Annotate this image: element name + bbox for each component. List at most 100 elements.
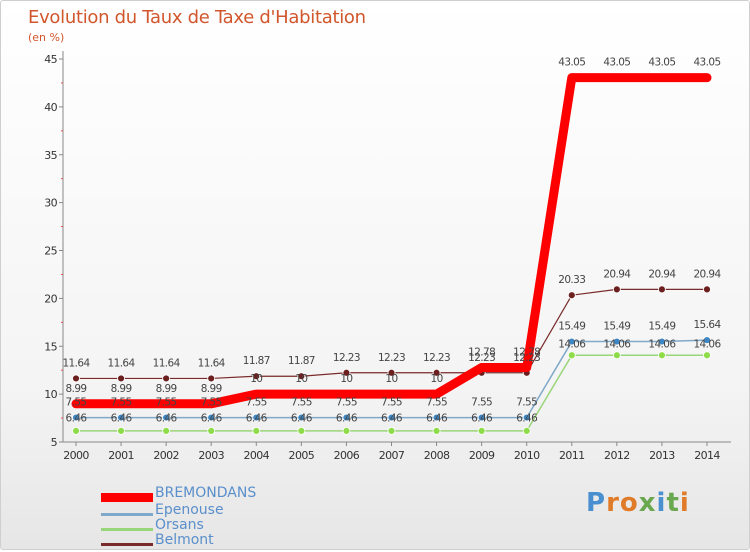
- data-label-bremondans: 12.78: [513, 347, 540, 359]
- data-point-belmont: [703, 285, 711, 294]
- data-label-bremondans: 8.99: [201, 383, 222, 395]
- data-label-belmont: 11.87: [288, 355, 315, 367]
- data-label-orsans: 14.06: [603, 338, 631, 350]
- x-tick-label: 2000: [63, 449, 89, 462]
- x-tick-label: 2009: [469, 449, 495, 462]
- data-label-extra: 6.46: [381, 413, 403, 425]
- data-label-extra: 6.46: [516, 413, 538, 425]
- data-point-epenouse: [522, 413, 531, 422]
- x-tick-label: 2010: [514, 449, 540, 462]
- data-point-epenouse: [432, 413, 441, 422]
- data-label-epenouse: 7.55: [246, 397, 267, 409]
- data-point-belmont: [612, 285, 621, 294]
- data-point-belmont: [387, 368, 396, 377]
- data-label-epenouse: 15.64: [693, 319, 721, 331]
- data-point-orsans: [567, 351, 576, 360]
- legend-label: Orsans: [155, 517, 204, 533]
- data-label-belmont: 20.33: [558, 274, 585, 286]
- data-point-orsans: [432, 426, 441, 435]
- data-label-extra: 6.46: [471, 413, 493, 425]
- data-label-epenouse: 7.55: [336, 397, 357, 409]
- data-point-epenouse: [252, 413, 261, 422]
- legend-swatch: [101, 513, 153, 516]
- x-tick-label: 2013: [649, 449, 675, 462]
- data-label-bremondans: 10: [430, 373, 442, 385]
- y-tick-label: 15: [44, 340, 57, 353]
- x-tick-label: 2003: [198, 449, 224, 462]
- data-point-epenouse: [342, 413, 351, 422]
- data-label-extra: 6.46: [426, 413, 448, 425]
- data-label-bremondans: 43.05: [648, 57, 675, 69]
- data-point-epenouse: [207, 413, 216, 422]
- data-point-epenouse: [117, 413, 125, 422]
- data-point-epenouse: [297, 413, 306, 422]
- data-label-belmont: 11.64: [62, 357, 90, 369]
- data-label-epenouse: 7.55: [201, 397, 222, 409]
- data-label-bremondans: 43.05: [558, 57, 585, 69]
- data-point-belmont: [162, 374, 171, 383]
- legend-label: Epenouse: [155, 502, 224, 518]
- data-label-extra: 6.46: [156, 413, 178, 425]
- data-point-orsans: [387, 426, 396, 435]
- y-tick-label: 45: [44, 53, 57, 66]
- logo-letter: P: [586, 488, 607, 518]
- chart-title: Evolution du Taux de Taxe d'Habitation: [28, 7, 366, 28]
- data-label-belmont: 12.23: [468, 352, 495, 364]
- data-point-epenouse: [477, 413, 486, 422]
- logo-letter: r: [606, 488, 620, 518]
- data-point-epenouse: [703, 336, 711, 345]
- x-tick-label: 2011: [559, 449, 585, 462]
- x-tick-label: 2008: [424, 449, 450, 462]
- data-label-belmont: 12.23: [513, 352, 540, 364]
- data-point-belmont: [342, 368, 351, 377]
- legend-swatch: [101, 528, 153, 531]
- data-point-orsans: [658, 351, 666, 360]
- data-point-belmont: [117, 374, 125, 383]
- data-point-belmont: [658, 285, 666, 294]
- data-label-bremondans: 10: [340, 373, 352, 385]
- proxiti-logo: Proxiti: [586, 488, 690, 518]
- y-tick-label: 25: [44, 245, 57, 258]
- data-point-orsans: [342, 426, 351, 435]
- data-label-bremondans: 8.99: [156, 383, 177, 395]
- y-tick-label: 20: [44, 292, 57, 305]
- data-label-bremondans: 43.05: [693, 57, 720, 69]
- legend-swatch: [101, 493, 153, 502]
- data-label-epenouse: 7.55: [291, 397, 312, 409]
- data-label-bremondans: 8.99: [66, 383, 87, 395]
- data-label-orsans: 14.06: [648, 338, 676, 350]
- legend-label: Belmont: [155, 532, 214, 548]
- data-label-epenouse: 7.55: [426, 397, 447, 409]
- data-label-bremondans: 10: [295, 373, 307, 385]
- data-point-belmont: [72, 374, 80, 383]
- x-tick-label: 2006: [334, 449, 360, 462]
- data-label-belmont: 11.64: [198, 357, 226, 369]
- data-label-orsans: 14.06: [558, 338, 586, 350]
- data-label-belmont: 20.94: [693, 268, 721, 280]
- data-point-orsans: [522, 426, 531, 435]
- data-point-orsans: [612, 351, 621, 360]
- legend-swatch: [101, 543, 153, 546]
- x-tick-label: 2001: [108, 449, 134, 462]
- data-label-epenouse: 7.55: [156, 397, 177, 409]
- data-point-orsans: [117, 426, 125, 435]
- data-label-extra: 6.46: [291, 413, 313, 425]
- logo-letter: i: [679, 488, 690, 518]
- data-label-bremondans: 10: [385, 373, 397, 385]
- x-tick-label: 2007: [379, 449, 405, 462]
- data-label-bremondans: 43.05: [603, 57, 630, 69]
- logo-letter: i: [656, 488, 667, 518]
- data-point-belmont: [207, 374, 216, 383]
- data-label-belmont: 12.23: [378, 352, 405, 364]
- data-point-orsans: [72, 426, 80, 435]
- legend-label: BREMONDANS: [155, 485, 257, 501]
- x-tick-label: 2005: [289, 449, 315, 462]
- y-tick-label: 10: [44, 388, 57, 401]
- data-point-orsans: [297, 426, 306, 435]
- data-label-extra: 6.46: [246, 413, 268, 425]
- data-point-epenouse: [162, 413, 171, 422]
- data-label-belmont: 20.94: [603, 268, 631, 280]
- data-label-epenouse: 15.49: [603, 321, 630, 333]
